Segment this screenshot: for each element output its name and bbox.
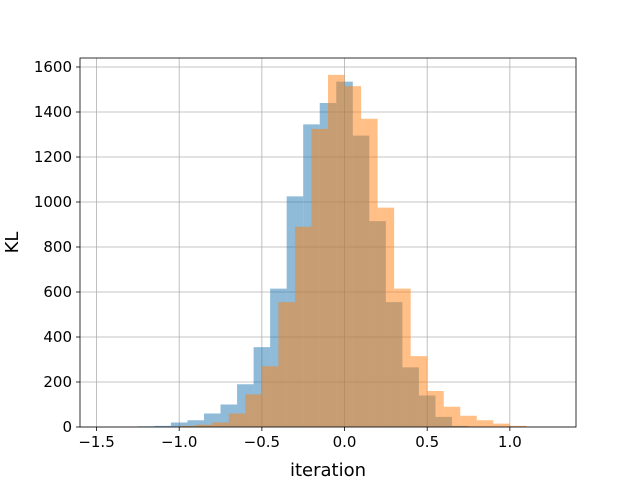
histogram-bar <box>476 420 494 427</box>
histogram-bar <box>410 356 428 427</box>
y-tick-label: 1200 <box>34 148 72 166</box>
histogram-bar <box>278 302 295 427</box>
y-tick-label: 200 <box>43 373 72 391</box>
histogram-bar <box>377 207 395 427</box>
y-tick-label: 1400 <box>34 103 72 121</box>
histogram-bars <box>137 74 527 427</box>
histogram-bar <box>509 425 527 427</box>
y-tick-label: 400 <box>43 328 72 346</box>
histogram-bar <box>170 422 188 427</box>
y-tick-label: 1600 <box>34 58 72 76</box>
histogram-bar <box>460 415 477 427</box>
x-tick-label: 0.0 <box>333 433 357 451</box>
histogram-bar <box>154 425 171 427</box>
y-tick-label: 0 <box>62 418 72 436</box>
y-tick-label: 1000 <box>34 193 72 211</box>
y-axis-label: KL <box>2 232 23 254</box>
x-tick-label: 0.5 <box>415 433 439 451</box>
x-tick-label: −1.5 <box>78 433 114 451</box>
x-tick-label: −0.5 <box>244 433 280 451</box>
histogram-bar <box>179 425 196 427</box>
histogram-bar <box>212 422 229 427</box>
histogram-bar <box>394 288 411 427</box>
histogram-bar <box>187 420 204 427</box>
histogram-bar <box>261 366 279 427</box>
x-tick-label: −1.0 <box>161 433 197 451</box>
histogram-bar <box>361 118 378 427</box>
histogram-bar <box>427 391 444 427</box>
x-tick-label: 1.0 <box>498 433 522 451</box>
histogram-bar <box>245 394 262 427</box>
y-tick-label: 600 <box>43 283 72 301</box>
histogram-bar <box>443 406 461 427</box>
histogram-bar <box>195 424 213 427</box>
plot-frame <box>79 57 577 428</box>
y-tick-label: 800 <box>43 238 72 256</box>
histogram-bar <box>493 423 510 427</box>
histogram-series-2 <box>179 74 527 427</box>
histogram-bar <box>294 226 312 427</box>
histogram-bar <box>328 74 345 427</box>
histogram-bar <box>311 128 328 427</box>
axis-ticks: −1.5 −1.0 −0.5 0.0 0.5 1.0 0 200 400 600 800 1000 12… <box>34 58 522 451</box>
x-axis-label: iteration <box>290 460 366 480</box>
histogram-bar <box>228 413 246 427</box>
histogram-bar <box>344 86 362 427</box>
